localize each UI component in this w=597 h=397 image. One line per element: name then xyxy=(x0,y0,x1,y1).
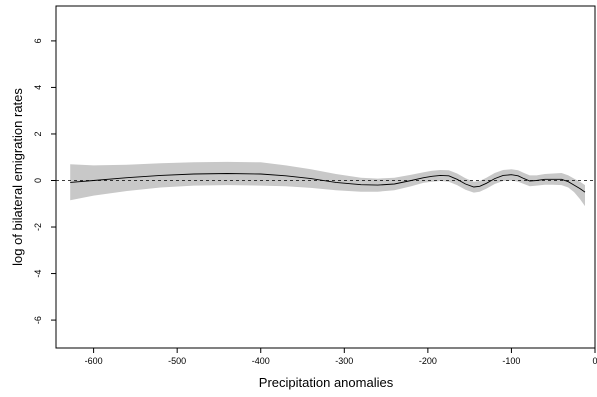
y-tick-label: 2 xyxy=(33,131,43,136)
y-tick-label: -6 xyxy=(33,316,43,324)
x-tick-label: -100 xyxy=(502,356,520,366)
confidence-band-layer xyxy=(70,161,585,207)
x-tick-label: -500 xyxy=(168,356,186,366)
y-tick-label: 4 xyxy=(33,85,43,90)
x-axis-title: Precipitation anomalies xyxy=(259,375,394,390)
x-tick-label: 0 xyxy=(592,356,597,366)
reference-lines-layer xyxy=(56,6,596,348)
y-axis-title: log of bilateral emigration rates xyxy=(10,88,25,266)
y-tick-label: -4 xyxy=(33,270,43,278)
fitted-line xyxy=(70,173,586,193)
y-axis: -6 -4 -2 0 2 4 6 xyxy=(33,38,56,324)
x-tick-label: -200 xyxy=(419,356,437,366)
y-tick-label: 0 xyxy=(33,178,43,183)
y-tick-label: -2 xyxy=(33,223,43,231)
x-tick-label: -600 xyxy=(85,356,103,366)
y-tick-label: 6 xyxy=(33,38,43,43)
x-tick-label: -400 xyxy=(252,356,270,366)
confidence-band xyxy=(70,161,585,207)
x-tick-label: -300 xyxy=(335,356,353,366)
smooth-line-layer xyxy=(70,173,586,193)
x-axis: -600 -500 -400 -300 -200 -100 0 xyxy=(85,348,597,366)
